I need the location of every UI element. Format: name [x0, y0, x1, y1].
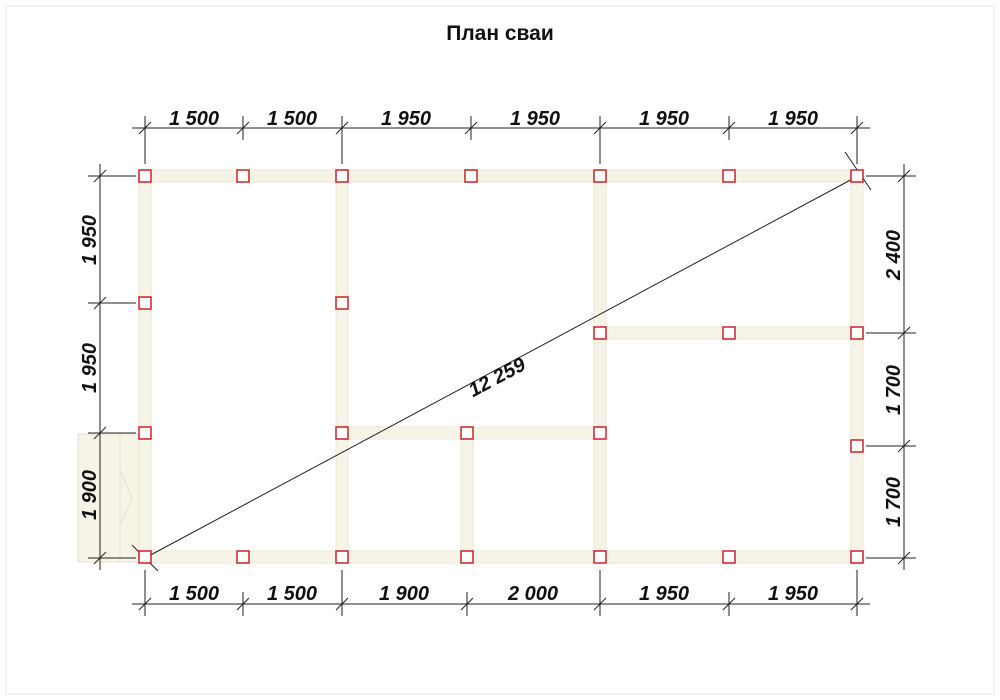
top-dim-5: 1 950: [639, 108, 689, 130]
bottom-dim-3: 1 900: [379, 583, 429, 605]
pile: [850, 439, 864, 453]
top-dim-4: 1 950: [510, 108, 560, 130]
bottom-dim-4: 2 000: [507, 583, 558, 605]
top-dim-1: 1 500: [169, 108, 219, 130]
right-dimension-labels: 2 400 1 700 1 700: [883, 230, 905, 527]
pile: [236, 169, 250, 183]
pile: [460, 426, 474, 440]
top-dim-2: 1 500: [267, 108, 317, 130]
top-dim-3: 1 950: [381, 108, 431, 130]
pile: [138, 426, 152, 440]
top-dim-6: 1 950: [768, 108, 818, 130]
pile: [722, 169, 736, 183]
left-dim-2: 1 950: [79, 343, 101, 393]
pile: [138, 169, 152, 183]
pile: [722, 326, 736, 340]
pile: [593, 550, 607, 564]
pile: [236, 550, 250, 564]
left-dim-3: 1 900: [79, 470, 101, 520]
pile: [464, 169, 478, 183]
pile: [138, 550, 152, 564]
right-dim-3: 1 700: [883, 477, 905, 527]
left-dimension-chain: [88, 164, 136, 570]
left-dimension-labels: 1 950 1 950 1 900: [79, 215, 101, 520]
bottom-dimension-labels: 1 500 1 500 1 900 2 000 1 950 1 950: [169, 583, 818, 605]
bottom-dimension-chain: [132, 570, 870, 616]
top-dimension-chain: [132, 116, 870, 164]
pile: [593, 169, 607, 183]
piles: [138, 169, 864, 564]
pile: [335, 169, 349, 183]
pile: [460, 550, 474, 564]
left-dim-1: 1 950: [79, 215, 101, 265]
pile: [335, 550, 349, 564]
diagonal-label: 12 259: [465, 353, 530, 402]
page-title: План сваи: [446, 22, 554, 45]
pile: [335, 296, 349, 310]
pile: [850, 169, 864, 183]
pile: [850, 550, 864, 564]
diagonal-line: [144, 175, 859, 559]
right-dim-1: 2 400: [883, 230, 905, 281]
bottom-dim-5: 1 950: [639, 583, 689, 605]
bottom-dim-1: 1 500: [169, 583, 219, 605]
right-dim-2: 1 700: [883, 365, 905, 415]
right-dimension-chain: [866, 164, 916, 570]
top-dimension-labels: 1 500 1 500 1 950 1 950 1 950 1 950: [169, 108, 818, 130]
bottom-dim-6: 1 950: [768, 583, 818, 605]
bottom-dim-2: 1 500: [267, 583, 317, 605]
sheet-border: [5, 5, 995, 695]
pile: [593, 326, 607, 340]
pile: [722, 550, 736, 564]
pile: [593, 426, 607, 440]
pile: [850, 326, 864, 340]
pile: [335, 426, 349, 440]
pile: [138, 296, 152, 310]
